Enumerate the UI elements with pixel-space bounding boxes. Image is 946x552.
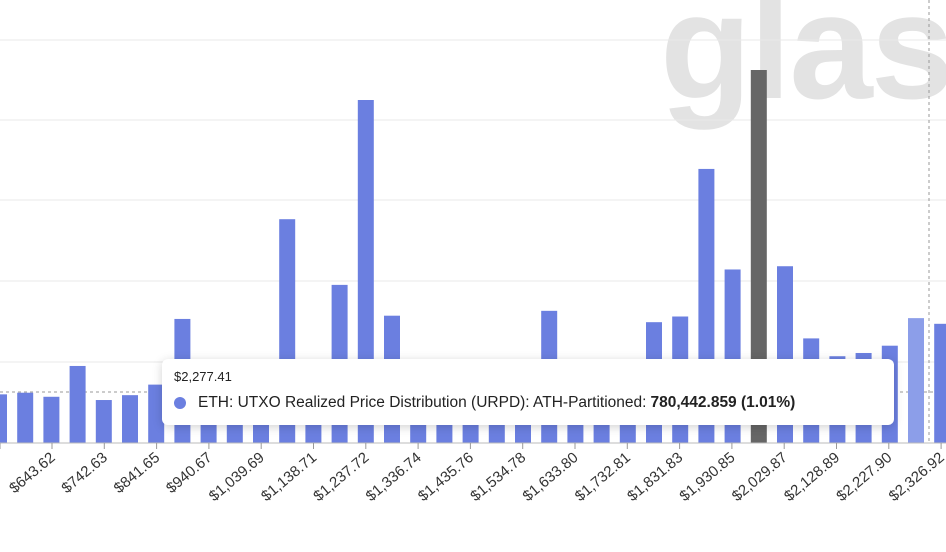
x-tick-label: $1,435.76	[415, 449, 477, 505]
series-dot-icon	[174, 397, 186, 409]
bar[interactable]	[148, 384, 165, 443]
x-tick-label: $742.63	[58, 449, 110, 497]
x-tick-label: $1,633.80	[520, 449, 582, 505]
watermark-logo: glass	[660, 0, 946, 130]
x-tick-label: $1,534.78	[467, 449, 529, 505]
x-tick-label: $1,237.72	[310, 449, 372, 505]
x-tick-label: $2,326.92	[886, 449, 946, 505]
x-tick-label: $1,138.71	[258, 449, 320, 505]
x-tick-label: $1,336.74	[363, 449, 425, 505]
tooltip-series-label: ETH: UTXO Realized Price Distribution (U…	[198, 394, 647, 411]
bar[interactable]	[934, 323, 946, 443]
bar[interactable]	[43, 396, 60, 443]
bar[interactable]	[357, 100, 374, 444]
x-tick-label: $1,930.85	[676, 449, 738, 505]
hover-tooltip: $2,277.41 ETH: UTXO Realized Price Distr…	[162, 359, 894, 425]
tooltip-value: 780,442.859 (1.01%)	[650, 394, 796, 411]
x-tick-label: $2,227.90	[833, 449, 895, 505]
x-tick-labels: $643.62 $742.63 $841.65 $940.67$1,039.69$1,…	[6, 449, 946, 505]
tooltip-series-row: ETH: UTXO Realized Price Distribution (U…	[174, 393, 882, 413]
bar[interactable]	[69, 365, 86, 443]
x-axis	[0, 442, 946, 449]
bar[interactable]	[17, 392, 34, 443]
x-tick-label: $1,831.83	[624, 449, 686, 505]
x-tick-label: $1,732.81	[572, 449, 634, 505]
bar[interactable]	[0, 394, 7, 443]
bar[interactable]	[95, 400, 112, 443]
bar[interactable]	[908, 318, 924, 443]
x-tick-label: $643.62	[6, 449, 58, 497]
bar[interactable]	[122, 395, 138, 443]
x-tick-label: $2,029.87	[729, 449, 791, 505]
tooltip-x-value: $2,277.41	[174, 369, 232, 384]
bar[interactable]	[750, 70, 767, 443]
x-tick-label: $1,039.69	[206, 449, 268, 505]
x-tick-label: $841.65	[111, 449, 163, 497]
x-tick-label: $2,128.89	[781, 449, 843, 505]
